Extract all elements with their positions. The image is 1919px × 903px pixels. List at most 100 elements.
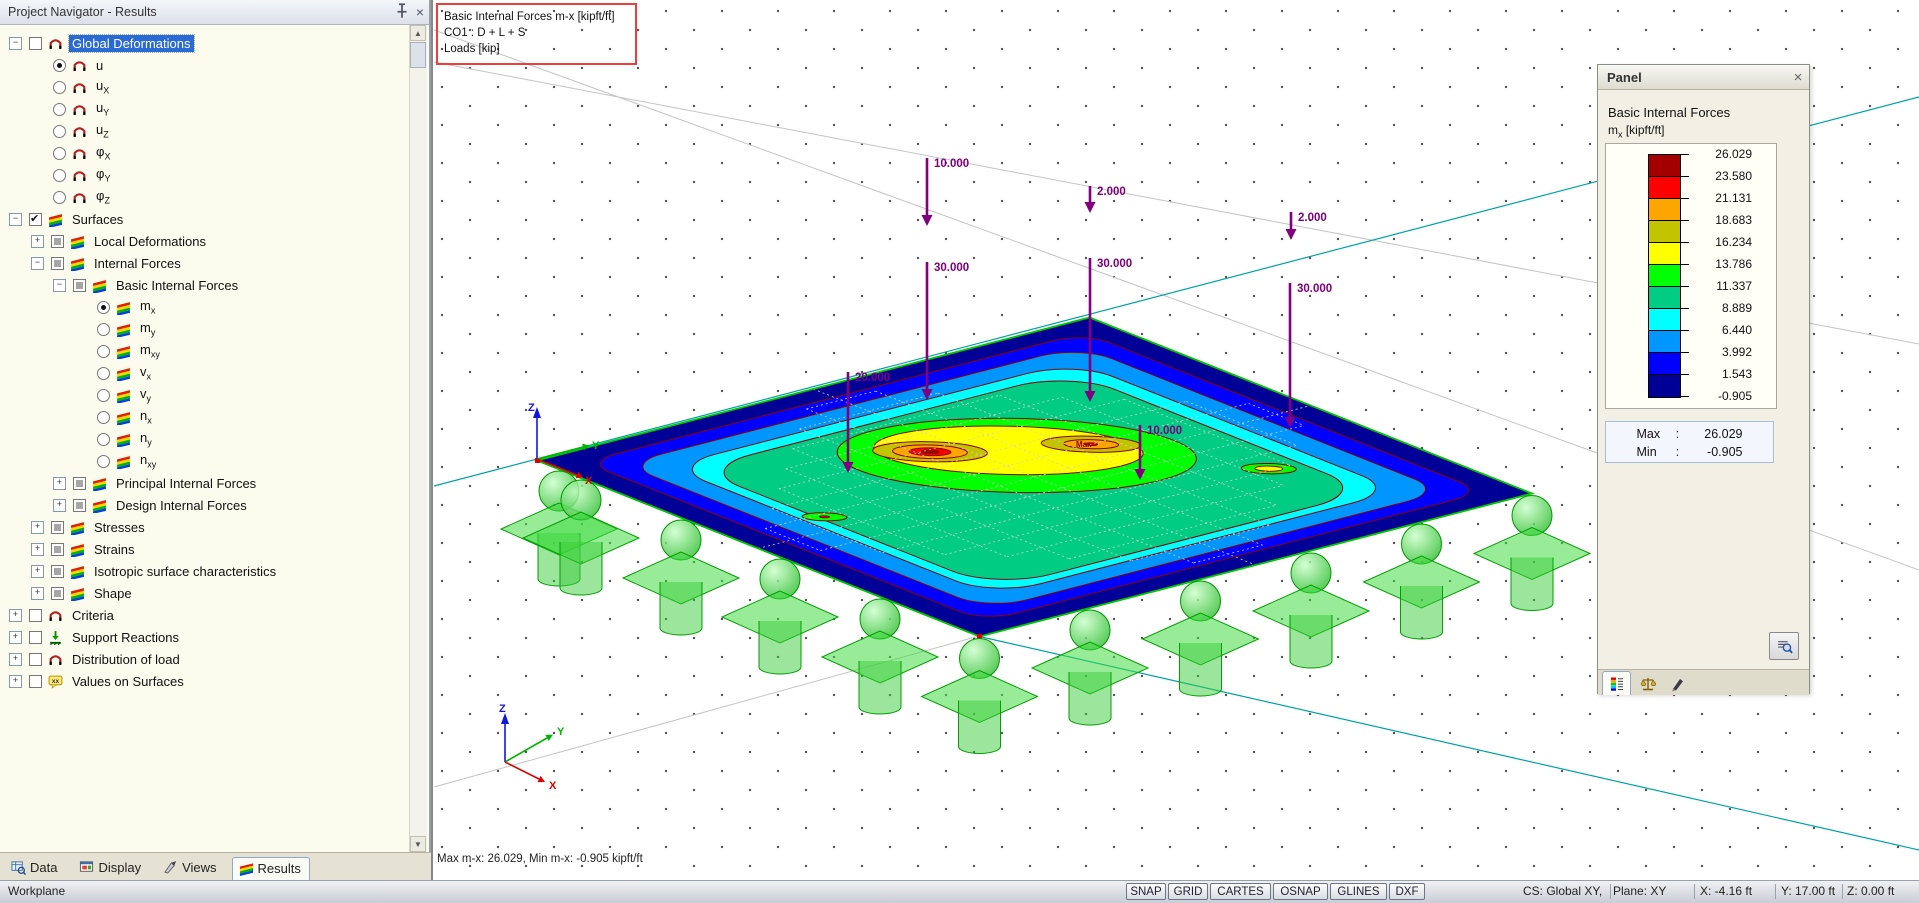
- tree-item-global-deformations[interactable]: −Global Deformations: [1, 32, 412, 54]
- checkbox[interactable]: [29, 675, 42, 688]
- nodal-support[interactable]: [922, 639, 1038, 754]
- checkbox[interactable]: [29, 631, 42, 644]
- tab-views[interactable]: Views: [156, 856, 225, 880]
- tree-item-φx[interactable]: φX: [1, 142, 412, 164]
- scroll-up-icon[interactable]: ▲: [410, 25, 426, 41]
- nodal-support[interactable]: [1253, 553, 1369, 668]
- nodal-support[interactable]: [1032, 610, 1148, 725]
- tree-item-nxy[interactable]: nxy: [1, 450, 412, 472]
- tree-item-mx[interactable]: mx: [1, 296, 412, 318]
- tree-item-mxy[interactable]: mxy: [1, 340, 412, 362]
- nodal-support[interactable]: [1474, 496, 1590, 611]
- minus-expander-icon[interactable]: −: [53, 279, 66, 292]
- plus-expander-icon[interactable]: +: [9, 653, 22, 666]
- toggle-cartes[interactable]: CARTES: [1210, 883, 1271, 900]
- tree-item-local-deformations[interactable]: +Local Deformations: [1, 230, 412, 252]
- tree-item-distribution-of-load[interactable]: +Distribution of load: [1, 648, 412, 670]
- checkbox[interactable]: [51, 257, 64, 270]
- radio-button[interactable]: [53, 147, 66, 160]
- nodal-support[interactable]: [1143, 581, 1259, 696]
- tree-item-φz[interactable]: φZ: [1, 186, 412, 208]
- radio-button[interactable]: [53, 125, 66, 138]
- plus-expander-icon[interactable]: +: [9, 631, 22, 644]
- tree-item-surfaces[interactable]: −Surfaces: [1, 208, 412, 230]
- checkbox[interactable]: [51, 543, 64, 556]
- nodal-support[interactable]: [722, 559, 838, 674]
- tree-item-u[interactable]: u: [1, 54, 412, 76]
- nodal-support[interactable]: [1364, 524, 1480, 639]
- tree-item-principal-internal-forces[interactable]: +Principal Internal Forces: [1, 472, 412, 494]
- tree-item-ny[interactable]: ny: [1, 428, 412, 450]
- tree-item-vy[interactable]: vy: [1, 384, 412, 406]
- nodal-support[interactable]: [822, 599, 938, 714]
- toggle-dxf[interactable]: DXF: [1389, 883, 1425, 900]
- checkbox[interactable]: [29, 653, 42, 666]
- radio-button[interactable]: [97, 367, 110, 380]
- scroll-down-icon[interactable]: ▼: [410, 836, 426, 852]
- legend-details-button[interactable]: [1769, 632, 1799, 660]
- tree-item-uz[interactable]: uZ: [1, 120, 412, 142]
- tree-item-criteria[interactable]: +Criteria: [1, 604, 412, 626]
- checkbox[interactable]: [51, 565, 64, 578]
- radio-button[interactable]: [97, 345, 110, 358]
- tree-item-shape[interactable]: +Shape: [1, 582, 412, 604]
- tree-item-vx[interactable]: vx: [1, 362, 412, 384]
- checkbox[interactable]: [73, 279, 86, 292]
- radio-button[interactable]: [53, 81, 66, 94]
- minus-expander-icon[interactable]: −: [9, 37, 22, 50]
- checkbox[interactable]: [29, 609, 42, 622]
- tree-item-nx[interactable]: nx: [1, 406, 412, 428]
- plus-expander-icon[interactable]: +: [9, 675, 22, 688]
- plus-expander-icon[interactable]: +: [31, 543, 44, 556]
- minus-expander-icon[interactable]: −: [31, 257, 44, 270]
- radio-button[interactable]: [97, 433, 110, 446]
- toggle-snap[interactable]: SNAP: [1126, 883, 1166, 900]
- tree-item-ux[interactable]: uX: [1, 76, 412, 98]
- checkbox[interactable]: [29, 213, 42, 226]
- tab-scales[interactable]: [1634, 672, 1661, 695]
- radio-button[interactable]: [97, 301, 110, 314]
- tree-item-design-internal-forces[interactable]: +Design Internal Forces: [1, 494, 412, 516]
- tree-item-isotropic-surface-characteristics[interactable]: +Isotropic surface characteristics: [1, 560, 412, 582]
- tree-item-internal-forces[interactable]: −Internal Forces: [1, 252, 412, 274]
- tree-item-my[interactable]: my: [1, 318, 412, 340]
- checkbox[interactable]: [51, 521, 64, 534]
- toggle-glines[interactable]: GLINES: [1330, 883, 1387, 900]
- tab-results[interactable]: Results: [232, 857, 310, 880]
- plus-expander-icon[interactable]: +: [9, 609, 22, 622]
- plus-expander-icon[interactable]: +: [31, 235, 44, 248]
- tab-data[interactable]: Data: [4, 856, 66, 880]
- tree-item-uy[interactable]: uY: [1, 98, 412, 120]
- plus-expander-icon[interactable]: +: [31, 521, 44, 534]
- tree-item-stresses[interactable]: +Stresses: [1, 516, 412, 538]
- tab-color-scale[interactable]: [1602, 671, 1631, 695]
- checkbox[interactable]: [51, 235, 64, 248]
- plus-expander-icon[interactable]: +: [31, 565, 44, 578]
- tab-display-settings[interactable]: [1664, 672, 1691, 695]
- close-icon[interactable]: ×: [1787, 69, 1809, 86]
- radio-button[interactable]: [53, 103, 66, 116]
- toggle-osnap[interactable]: OSNAP: [1273, 883, 1328, 900]
- radio-button[interactable]: [97, 323, 110, 336]
- radio-button[interactable]: [53, 59, 66, 72]
- minus-expander-icon[interactable]: −: [9, 213, 22, 226]
- checkbox[interactable]: [29, 37, 42, 50]
- radio-button[interactable]: [97, 411, 110, 424]
- tree-item-strains[interactable]: +Strains: [1, 538, 412, 560]
- nodal-support[interactable]: [623, 520, 739, 635]
- radio-button[interactable]: [53, 169, 66, 182]
- close-icon[interactable]: ×: [411, 4, 429, 20]
- toggle-grid[interactable]: GRID: [1168, 883, 1208, 900]
- checkbox[interactable]: [73, 499, 86, 512]
- tree-item-support-reactions[interactable]: +Support Reactions: [1, 626, 412, 648]
- tree-item-φy[interactable]: φY: [1, 164, 412, 186]
- plus-expander-icon[interactable]: +: [31, 587, 44, 600]
- tree-item-basic-internal-forces[interactable]: −Basic Internal Forces: [1, 274, 412, 296]
- radio-button[interactable]: [97, 389, 110, 402]
- plus-expander-icon[interactable]: +: [53, 477, 66, 490]
- checkbox[interactable]: [73, 477, 86, 490]
- tree-scrollbar[interactable]: ▲ ▼: [409, 25, 427, 852]
- checkbox[interactable]: [51, 587, 64, 600]
